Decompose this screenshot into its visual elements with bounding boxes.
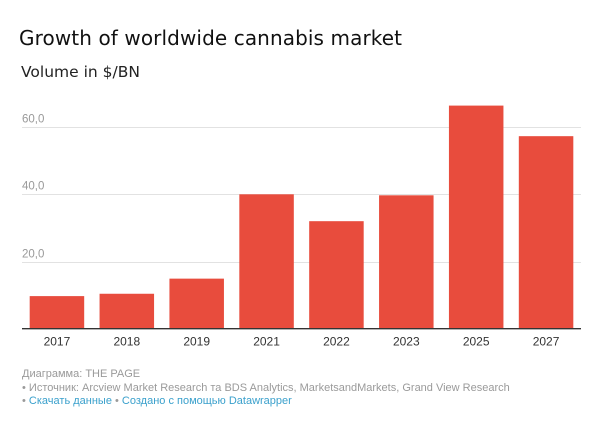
x-tick-label: 2021 xyxy=(253,335,280,349)
bar-2025 xyxy=(448,105,504,329)
bar-chart: 20,0 40,0 60,0 2017 2018 2019 2021 2022 2023 202… xyxy=(22,105,581,349)
chart-title: Growth of worldwide cannabis market xyxy=(19,26,403,50)
bar-2022 xyxy=(309,221,364,329)
y-tick-label: 40,0 xyxy=(22,181,44,193)
y-tick-label: 60,0 xyxy=(22,114,44,126)
bar-2018 xyxy=(99,293,155,329)
x-tick-label: 2017 xyxy=(44,335,71,349)
chart-subtitle: Volume in $/BN xyxy=(21,63,140,81)
made-with-datawrapper-link[interactable]: Создано с помощью Datawrapper xyxy=(121,395,292,407)
x-tick-label: 2018 xyxy=(113,335,140,349)
bar-2017 xyxy=(29,296,85,329)
bar-2027 xyxy=(518,136,574,329)
x-tick-label: 2023 xyxy=(393,335,420,349)
bullet-separator: • xyxy=(22,381,26,394)
footer-credit-row: Диаграмма: THE PAGE xyxy=(22,368,510,382)
bullet-separator: • xyxy=(115,395,119,407)
footer-source-row: • Источник: Arcview Market Research та B… xyxy=(22,382,510,396)
x-tick-label: 2022 xyxy=(323,335,350,349)
footer-source: Источник: Arcview Market Research та BDS… xyxy=(28,381,510,394)
y-tick-label: 20,0 xyxy=(22,249,44,261)
x-tick-label: 2027 xyxy=(533,335,560,349)
bar-2021 xyxy=(239,194,294,329)
bullet-separator: • xyxy=(22,395,26,407)
footer-credit: Диаграмма: THE PAGE xyxy=(22,368,141,380)
bar-2019 xyxy=(169,278,224,329)
bar-2023 xyxy=(379,195,434,329)
chart-footer: Диаграмма: THE PAGE • Источник: Arcview … xyxy=(22,368,510,409)
footer-links-row: • Скачать данные • Создано с помощью Dat… xyxy=(22,395,510,409)
download-data-link[interactable]: Скачать данные xyxy=(28,395,112,407)
x-tick-label: 2019 xyxy=(183,335,210,349)
x-tick-label: 2025 xyxy=(463,335,490,349)
x-tick-labels: 2017 2018 2019 2021 2022 2023 2025 2027 xyxy=(44,335,560,349)
bars xyxy=(29,105,574,329)
